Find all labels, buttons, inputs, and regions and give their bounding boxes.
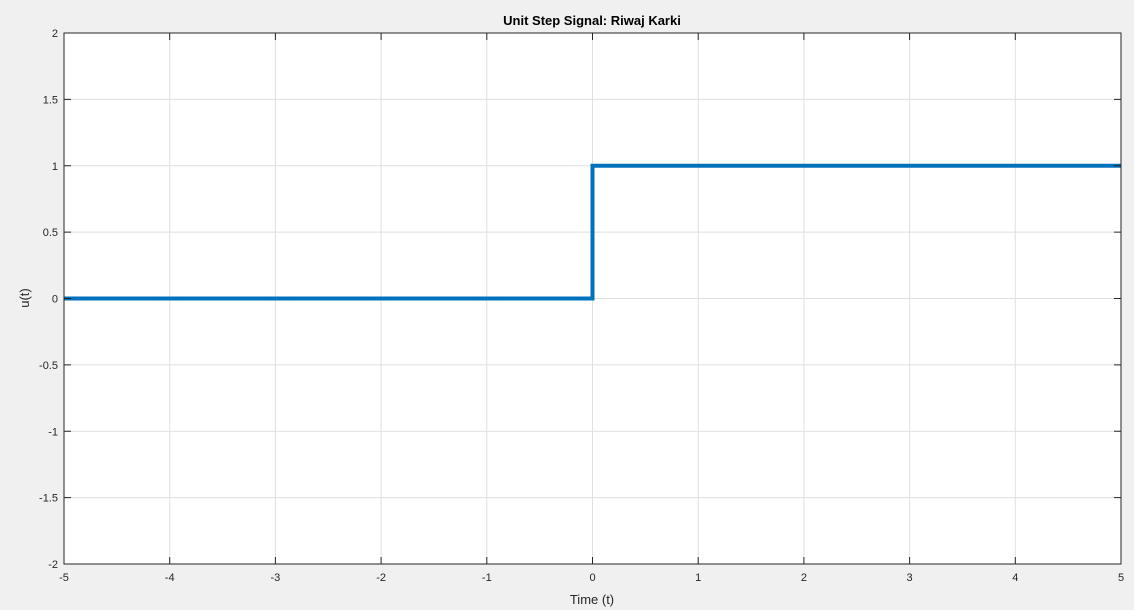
step-signal-line	[64, 163, 1121, 301]
x-axis-label: Time (t)	[570, 592, 614, 607]
x-tick-label: -5	[59, 572, 69, 584]
x-tick-label: 1	[695, 572, 701, 584]
x-tick-label: 5	[1118, 572, 1124, 584]
x-tick-label: 3	[907, 572, 913, 584]
x-tick-label: -4	[165, 572, 175, 584]
y-tick-label: -1	[48, 426, 58, 438]
x-tick-label: 2	[801, 572, 807, 584]
y-axis-label: u(t)	[17, 288, 32, 308]
y-tick-label: -0.5	[39, 360, 58, 372]
x-tick-label: 4	[1012, 572, 1018, 584]
x-tick-label: 0	[589, 572, 595, 584]
y-tick-label: 0	[52, 294, 58, 306]
y-tick-label: 0.5	[43, 227, 58, 239]
y-tick-label: 2	[52, 28, 58, 40]
chart-title: Unit Step Signal: Riwaj Karki	[503, 13, 681, 28]
y-tick-label: 1	[52, 161, 58, 173]
ticks: -5 -4 -3 -2 -1 0 1 2 3 4 5 -2 -1.5 -1 -0.5 0 0.5 1 1.5 2	[39, 28, 1124, 584]
x-tick-label: -2	[376, 572, 386, 584]
y-tick-label: 1.5	[43, 94, 58, 106]
y-tick-label: -2	[48, 559, 58, 571]
x-tick-label: -3	[271, 572, 281, 584]
x-tick-label: -1	[482, 572, 492, 584]
y-tick-label: -1.5	[39, 493, 58, 505]
series-layer	[64, 163, 1121, 301]
